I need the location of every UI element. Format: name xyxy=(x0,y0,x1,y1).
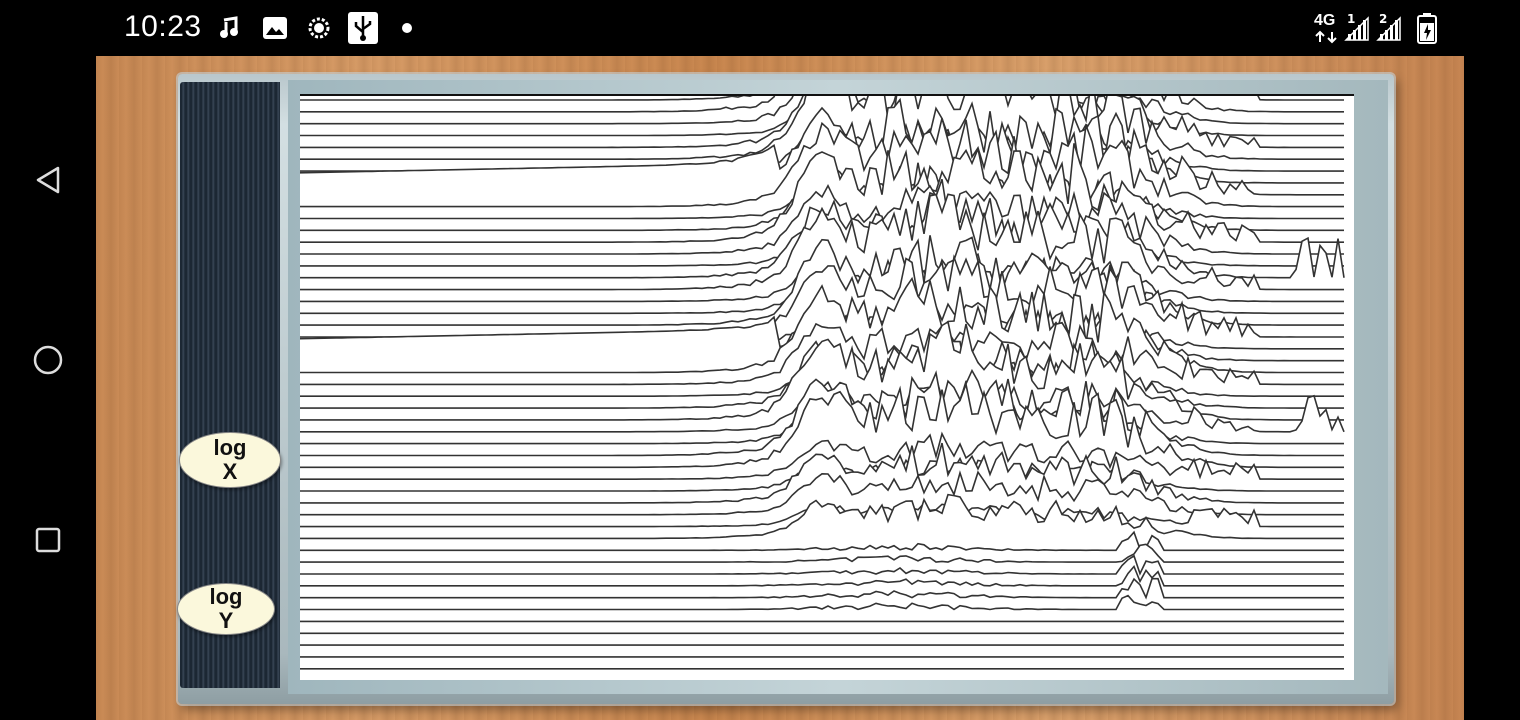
ridge-line xyxy=(300,554,1344,576)
ridge-line xyxy=(300,96,1344,113)
ridge-line xyxy=(300,235,1344,326)
ridge-line xyxy=(300,96,1344,149)
log-x-button[interactable]: log X xyxy=(179,432,281,488)
ridge-line xyxy=(300,143,1344,243)
sim2-label: 2 xyxy=(1379,12,1388,26)
ridge-line xyxy=(300,118,1344,208)
data-arrows-icon xyxy=(1315,30,1337,44)
ridge-line xyxy=(300,442,1344,504)
log-y-line1: log xyxy=(209,584,243,609)
ridge-line xyxy=(300,543,1344,563)
ridge-fill xyxy=(300,544,1346,564)
ridge-line xyxy=(300,193,1344,291)
navigation-bar xyxy=(0,56,96,720)
ridgeline-plot[interactable] xyxy=(300,96,1354,680)
ridge-line xyxy=(300,179,1344,255)
ridgeline-plot-area[interactable] xyxy=(300,94,1354,680)
ridge-line xyxy=(300,96,1344,101)
sim1-label: 1 xyxy=(1347,12,1356,26)
ridge-line xyxy=(300,321,1344,386)
ridge-line xyxy=(300,320,1344,421)
signal-sim1-icon xyxy=(1344,16,1369,41)
ridge-fill xyxy=(300,384,1346,469)
signal-sim2-icon xyxy=(1376,16,1401,41)
recents-icon[interactable] xyxy=(30,522,66,558)
ridge-line xyxy=(300,276,1344,374)
ridge-line xyxy=(300,530,1344,552)
log-x-line2: X xyxy=(222,459,238,484)
ridge-line xyxy=(300,431,1344,481)
usb-icon xyxy=(348,12,378,44)
ridge-line xyxy=(300,368,1344,457)
ridge-line xyxy=(300,96,1344,125)
ridge-fill xyxy=(300,494,1346,540)
ridge-line xyxy=(300,564,1344,587)
clock: 10:23 xyxy=(124,10,202,43)
ridge-line xyxy=(300,381,1344,469)
back-icon[interactable] xyxy=(30,162,66,198)
app-canvas: log X log Y xyxy=(96,56,1464,720)
screen-edge xyxy=(1464,56,1520,720)
home-icon[interactable] xyxy=(30,342,66,378)
ridge-line xyxy=(300,96,1344,161)
battery-charging-icon xyxy=(1417,13,1437,44)
ridge-fill xyxy=(300,566,1346,587)
ridge-line xyxy=(300,577,1344,600)
ridge-line xyxy=(300,594,1344,611)
status-bar: 10:23 4G 1 2 xyxy=(0,0,1520,56)
ridge-fill xyxy=(300,578,1346,599)
ridge-line xyxy=(300,493,1344,540)
ridge-line xyxy=(300,97,1344,196)
brightness-icon xyxy=(308,17,330,39)
notification-dot-icon xyxy=(402,23,412,33)
ridge-line xyxy=(300,470,1344,516)
music-note-icon xyxy=(220,16,238,38)
log-x-line1: log xyxy=(213,435,247,460)
network-type-label: 4G xyxy=(1314,12,1336,29)
log-y-button[interactable]: log Y xyxy=(177,583,275,635)
image-icon xyxy=(263,17,287,39)
log-y-line2: Y xyxy=(218,608,234,633)
